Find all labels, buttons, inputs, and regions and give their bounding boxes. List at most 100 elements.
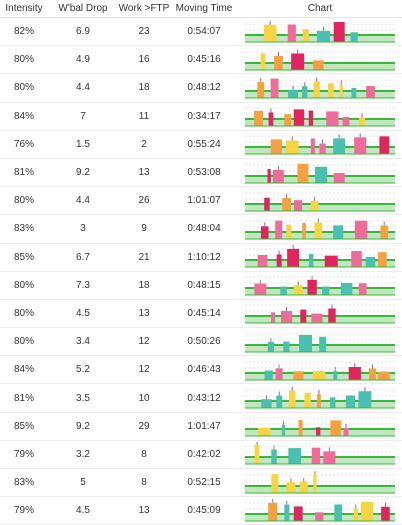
- wbal-drop-cell: 3.2: [76, 448, 90, 460]
- col-intensity[interactable]: Intensity: [5, 3, 43, 14]
- interval-bar: [254, 283, 267, 296]
- interval-bar: [287, 24, 296, 42]
- work-ftp-cell: 12: [138, 364, 150, 376]
- table-row[interactable]: 80% 4.4 26 1:01:07: [0, 187, 402, 216]
- interval-bar: [293, 371, 304, 380]
- wbal-drop-cell: 7.3: [76, 279, 90, 291]
- col-moving-time[interactable]: Moving Time: [175, 3, 233, 14]
- interval-bar: [311, 448, 321, 465]
- interval-bar: [308, 110, 314, 127]
- endurance-line: [245, 287, 395, 290]
- interval-bar: [358, 283, 367, 296]
- endurance-line: [245, 202, 395, 205]
- table-row[interactable]: 84% 7 11 0:34:17: [0, 103, 402, 131]
- interval-bar: [310, 200, 319, 211]
- wbal-drop-cell: 4.4: [76, 195, 90, 207]
- chart-cell: [238, 414, 402, 438]
- interval-bar: [267, 341, 274, 352]
- chart-cell: [238, 104, 402, 128]
- interval-bar: [334, 504, 342, 521]
- intensity-cell: 81%: [13, 392, 34, 404]
- endurance-area: [245, 287, 395, 296]
- chart-cell: [238, 330, 402, 354]
- interval-bar: [271, 312, 276, 324]
- interval-bar: [302, 222, 306, 239]
- endurance-area: [245, 484, 395, 493]
- interval-bar: [264, 197, 270, 211]
- intensity-cell: 83%: [13, 477, 34, 489]
- interval-bar: [280, 286, 287, 296]
- interval-bar: [330, 397, 336, 409]
- interval-bar: [283, 341, 290, 352]
- intensity-cell: 80%: [13, 82, 34, 94]
- interval-bar: [381, 506, 390, 521]
- chart-cell: [238, 132, 402, 156]
- interval-bar: [268, 502, 278, 521]
- endurance-area: [245, 89, 395, 98]
- work-ftp-cell: 29: [138, 420, 150, 432]
- table-row[interactable]: 80% 3.4 12 0:50:26: [0, 328, 402, 357]
- table-row[interactable]: 85% 6.7 21 1:10:12: [0, 244, 402, 272]
- interval-bar: [317, 30, 331, 42]
- endurance-line: [245, 484, 395, 487]
- wbal-drop-cell: 7: [80, 110, 86, 122]
- work-ftp-cell: 18: [138, 82, 150, 94]
- interval-bar: [351, 87, 357, 98]
- interval-bar: [333, 138, 346, 155]
- interval-bar: [254, 444, 260, 465]
- table-row[interactable]: 82% 6.9 23 0:54:07: [0, 18, 402, 47]
- interval-bar: [285, 140, 299, 155]
- interval-bar: [358, 391, 372, 409]
- table-row[interactable]: 81% 3.5 10 0:43:12: [0, 384, 402, 413]
- interval-bar: [360, 501, 374, 521]
- moving-time-cell: 0:34:17: [187, 110, 221, 122]
- moving-time-cell: 0:46:43: [187, 364, 221, 376]
- chart-cell: [238, 442, 402, 466]
- chart-cell: [238, 470, 402, 495]
- chart-cell: [238, 217, 402, 241]
- moving-time-cell: 1:10:12: [187, 251, 221, 263]
- table-row[interactable]: 80% 4.4 18 0:48:12: [0, 74, 402, 103]
- workout-mini-chart: [245, 77, 395, 99]
- workout-mini-chart: [245, 218, 395, 240]
- workout-mini-chart: [245, 361, 395, 381]
- chart-cell: [238, 358, 402, 382]
- interval-bar: [315, 166, 328, 183]
- table-row[interactable]: 79% 4.5 13 0:45:09: [0, 497, 402, 525]
- interval-bar: [288, 448, 302, 465]
- interval-bar: [314, 222, 323, 239]
- col-wbal-drop[interactable]: W'bal Drop: [58, 3, 108, 14]
- table-row[interactable]: 79% 3.2 8 0:42:02: [0, 441, 402, 469]
- chart-cell: [238, 301, 402, 325]
- table-row[interactable]: 83% 3 9 0:48:04: [0, 215, 402, 244]
- table-row[interactable]: 84% 5.2 12 0:46:43: [0, 356, 402, 385]
- interval-bar: [271, 473, 279, 493]
- interval-bar: [293, 285, 303, 296]
- table-row[interactable]: 76% 1.5 2 0:55:24: [0, 131, 402, 159]
- work-ftp-cell: 16: [138, 54, 150, 66]
- interval-bar: [348, 366, 361, 380]
- table-row[interactable]: 85% 9.2 29 1:01:47: [0, 413, 402, 441]
- chart-cell: [238, 273, 402, 297]
- table-row[interactable]: 80% 4.5 13 0:45:14: [0, 300, 402, 329]
- interval-bar: [293, 109, 305, 127]
- interval-bar: [379, 136, 390, 155]
- moving-time-cell: 0:52:15: [187, 477, 221, 489]
- interval-bar: [304, 392, 311, 409]
- table-row[interactable]: 83% 5 8 0:52:15: [0, 469, 402, 498]
- interval-bar: [302, 86, 308, 98]
- table-row[interactable]: 80% 4.9 16 0:45:16: [0, 46, 402, 75]
- moving-time-cell: 0:48:04: [187, 223, 221, 235]
- table-row[interactable]: 81% 9.2 13 0:53:08: [0, 159, 402, 188]
- interval-bar: [288, 390, 296, 409]
- col-work-ftp[interactable]: Work >FTP: [118, 3, 170, 14]
- moving-time-cell: 0:45:16: [187, 54, 221, 66]
- workout-mini-chart: [245, 276, 395, 296]
- interval-bar: [378, 371, 390, 380]
- work-ftp-cell: 21: [138, 251, 150, 263]
- work-ftp-cell: 26: [138, 195, 150, 207]
- work-ftp-cell: 2: [141, 138, 147, 150]
- interval-bar: [284, 114, 292, 127]
- table-row[interactable]: 80% 7.3 18 0:48:15: [0, 272, 402, 300]
- chart-cell: [238, 76, 402, 100]
